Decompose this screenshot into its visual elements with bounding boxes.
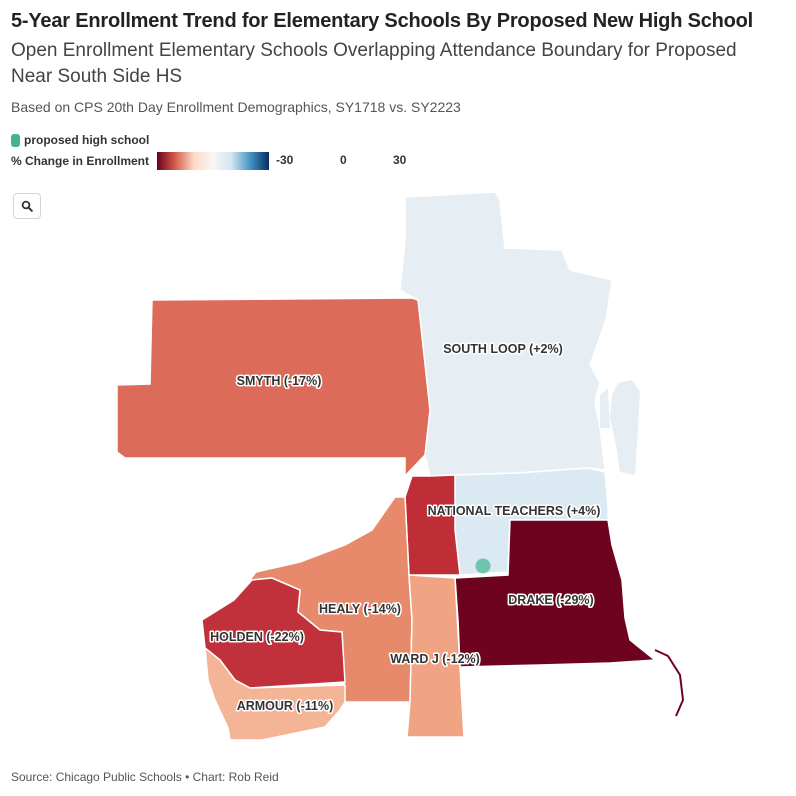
label-holden: HOLDEN (-22%) bbox=[210, 630, 304, 644]
label-smyth: SMYTH (-17%) bbox=[237, 374, 322, 388]
chart-note: Based on CPS 20th Day Enrollment Demogra… bbox=[11, 99, 461, 115]
region-south-loop[interactable] bbox=[399, 191, 613, 477]
proposed-high-school-point[interactable] bbox=[475, 558, 491, 574]
legend-gradient bbox=[157, 152, 270, 170]
legend-tick: 0 bbox=[340, 153, 347, 167]
label-healy: HEALY (-14%) bbox=[319, 602, 401, 616]
region-armour[interactable] bbox=[204, 646, 346, 741]
chart-source: Source: Chicago Public Schools • Chart: … bbox=[11, 770, 279, 784]
label-south-loop: SOUTH LOOP (+2%) bbox=[443, 342, 563, 356]
chart-subtitle: Open Enrollment Elementary Schools Overl… bbox=[11, 40, 737, 87]
legend-ticks: -30 0 30 bbox=[276, 153, 416, 169]
search-icon bbox=[21, 200, 33, 212]
chart-title: 5-Year Enrollment Trend for Elementary S… bbox=[11, 10, 754, 32]
legend-scale-label: % Change in Enrollment bbox=[11, 154, 150, 168]
label-national-teachers: NATIONAL TEACHERS (+4%) bbox=[428, 504, 601, 518]
legend-point-swatch bbox=[11, 133, 20, 147]
label-armour: ARMOUR (-11%) bbox=[237, 699, 334, 713]
legend-color-scale: % Change in Enrollment bbox=[11, 152, 270, 170]
legend-tick: 30 bbox=[393, 153, 407, 167]
region-unlabeled-strip[interactable] bbox=[404, 474, 461, 576]
label-ward-j: WARD J (-12%) bbox=[390, 652, 480, 666]
legend-proposed-high-school: proposed high school bbox=[11, 133, 149, 147]
region-south-loop-lakefront bbox=[610, 380, 640, 475]
region-smyth[interactable] bbox=[116, 297, 431, 478]
label-drake: DRAKE (-29%) bbox=[508, 593, 593, 607]
legend-point-label: proposed high school bbox=[24, 133, 150, 147]
region-ward-j[interactable] bbox=[406, 574, 465, 738]
map-search-button[interactable] bbox=[13, 193, 41, 219]
region-drake-shoreline bbox=[654, 649, 685, 717]
region-south-loop-harbor bbox=[600, 388, 610, 428]
legend-tick: -30 bbox=[276, 153, 294, 167]
